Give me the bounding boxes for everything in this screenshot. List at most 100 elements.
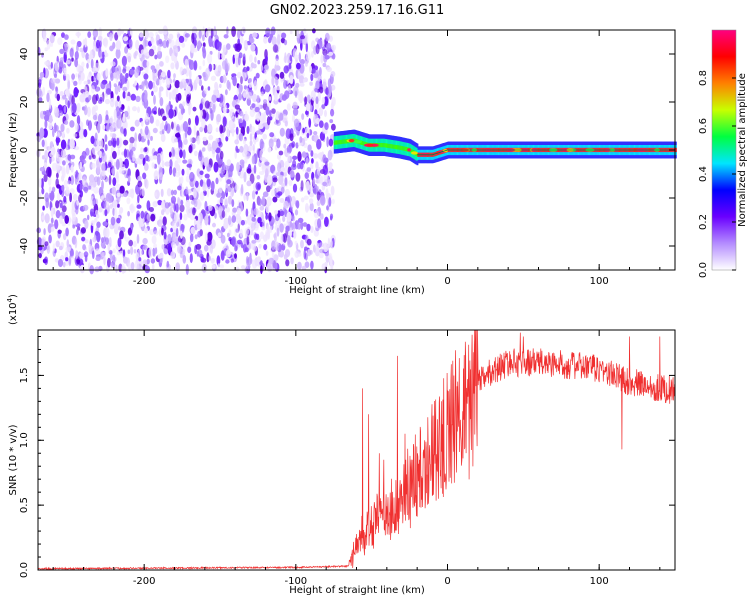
noise-speckle	[297, 217, 304, 224]
noise-speckle	[278, 150, 284, 156]
noise-speckle	[225, 259, 230, 264]
noise-speckle	[152, 201, 158, 208]
noise-speckle	[223, 221, 229, 230]
noise-speckle	[67, 79, 71, 90]
noise-speckle	[268, 96, 272, 101]
noise-speckle	[96, 39, 100, 49]
noise-speckle	[298, 52, 301, 62]
noise-speckle	[326, 42, 332, 51]
noise-speckle	[202, 136, 207, 142]
noise-speckle	[171, 146, 175, 157]
noise-speckle	[48, 122, 53, 130]
noise-speckle	[172, 220, 177, 232]
noise-speckle	[126, 80, 130, 90]
noise-speckle	[79, 129, 85, 140]
noise-speckle	[108, 174, 112, 186]
noise-speckle	[76, 102, 81, 113]
noise-speckle	[153, 110, 157, 115]
noise-speckle	[325, 87, 329, 96]
noise-speckle	[297, 223, 301, 231]
noise-speckle	[221, 52, 226, 61]
noise-speckle	[161, 200, 165, 209]
noise-speckle	[59, 57, 65, 63]
noise-speckle	[92, 147, 96, 155]
noise-speckle	[92, 154, 96, 159]
noise-speckle	[251, 259, 258, 269]
noise-speckle	[144, 265, 150, 274]
noise-speckle	[328, 162, 333, 168]
noise-speckle	[211, 264, 216, 269]
noise-speckle	[291, 215, 296, 222]
noise-speckle	[63, 44, 68, 55]
noise-speckle	[134, 80, 137, 86]
noise-speckle	[292, 159, 297, 168]
noise-speckle	[297, 252, 302, 257]
noise-speckle	[49, 42, 54, 47]
noise-speckle	[99, 50, 103, 58]
noise-speckle	[287, 152, 291, 163]
noise-speckle	[62, 233, 67, 241]
noise-speckle	[222, 74, 227, 84]
noise-speckle	[128, 239, 133, 247]
noise-speckle	[41, 52, 44, 58]
noise-speckle	[236, 162, 240, 172]
y-tick-label: -20	[19, 190, 30, 206]
noise-speckle	[327, 237, 331, 249]
track-blob	[348, 139, 355, 143]
noise-speckle	[66, 59, 71, 65]
track-blob	[356, 140, 361, 144]
track-core	[403, 146, 406, 151]
noise-speckle	[246, 236, 250, 246]
noise-speckle	[210, 180, 215, 191]
noise-speckle	[62, 95, 67, 100]
noise-speckle	[271, 108, 276, 114]
noise-speckle	[294, 209, 299, 216]
noise-speckle	[278, 244, 283, 251]
noise-speckle	[309, 163, 314, 170]
noise-speckle	[198, 79, 203, 87]
noise-speckle	[262, 133, 268, 140]
noise-speckle	[183, 213, 188, 221]
noise-speckle	[123, 36, 129, 42]
noise-speckle	[153, 243, 158, 249]
noise-speckle	[38, 96, 43, 103]
noise-speckle	[116, 137, 120, 146]
noise-speckle	[282, 215, 286, 222]
noise-speckle	[130, 262, 135, 270]
noise-speckle	[89, 208, 95, 216]
x-tick-label: 0	[444, 276, 450, 287]
noise-speckle	[183, 81, 187, 90]
noise-speckle	[95, 209, 99, 216]
noise-speckle	[192, 207, 196, 216]
noise-speckle	[61, 167, 66, 179]
noise-speckle	[145, 220, 150, 226]
noise-speckle	[223, 197, 229, 205]
noise-speckle	[124, 46, 129, 54]
noise-speckle	[69, 248, 74, 258]
noise-speckle	[94, 217, 98, 223]
snr-x-ticks: -200 -100 0 100	[52, 330, 661, 587]
noise-speckle	[105, 68, 109, 78]
noise-speckle	[255, 72, 260, 79]
noise-speckle	[229, 111, 233, 117]
noise-speckle	[324, 109, 327, 118]
noise-speckle	[316, 191, 321, 201]
noise-speckle	[127, 29, 130, 35]
noise-speckle	[309, 192, 314, 198]
track-core	[389, 143, 392, 149]
noise-speckle	[205, 67, 211, 78]
noise-speckle	[259, 138, 264, 150]
noise-speckle	[143, 93, 148, 103]
noise-speckle	[148, 32, 154, 38]
noise-speckle	[82, 244, 86, 251]
noise-speckle	[287, 239, 293, 248]
noise-speckle	[75, 73, 78, 78]
noise-speckle	[44, 241, 49, 247]
noise-speckle	[251, 103, 256, 109]
noise-speckle	[45, 197, 49, 209]
noise-speckle	[62, 261, 66, 268]
noise-speckle	[286, 103, 291, 111]
noise-speckle	[167, 69, 171, 79]
noise-speckle	[154, 54, 158, 60]
noise-speckle	[261, 195, 266, 207]
